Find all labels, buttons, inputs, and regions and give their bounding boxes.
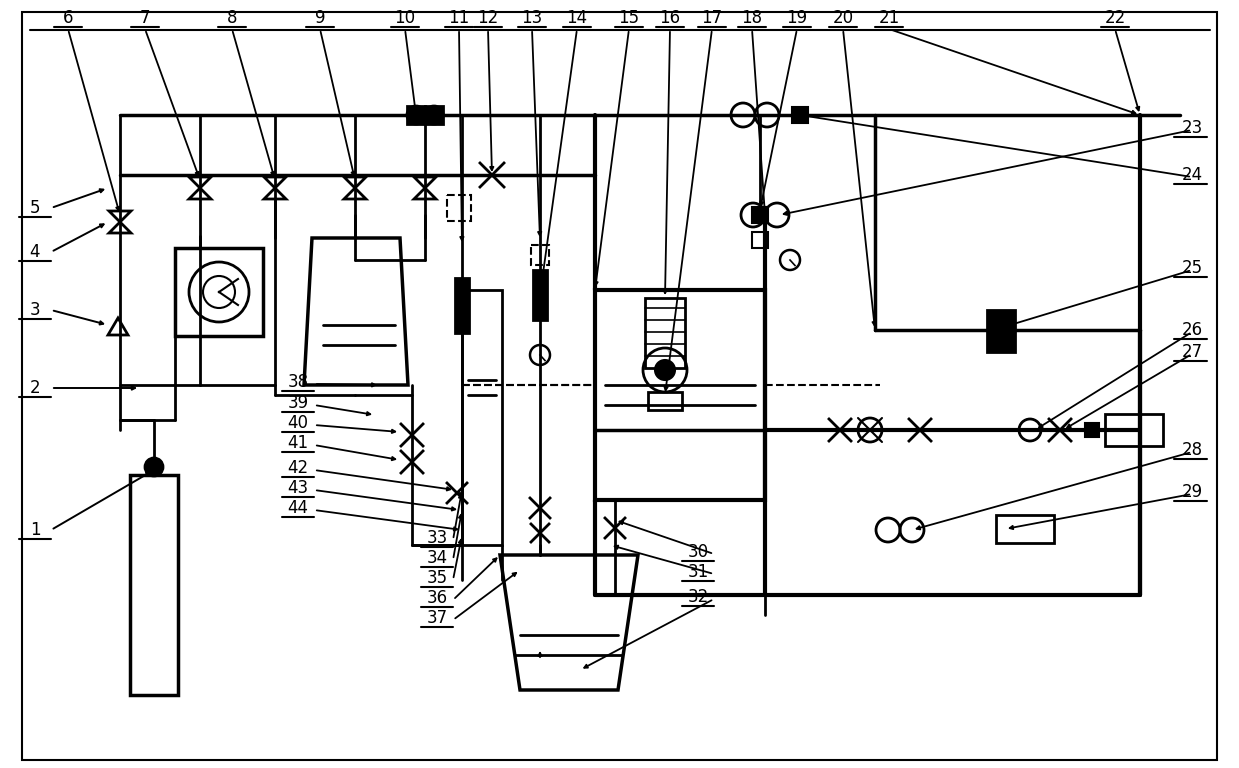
Text: 2: 2: [30, 379, 41, 397]
Text: 26: 26: [1182, 321, 1203, 339]
Text: 6: 6: [63, 9, 73, 27]
Text: 36: 36: [426, 589, 447, 607]
Text: 4: 4: [30, 243, 40, 261]
Text: 38: 38: [287, 373, 309, 391]
Bar: [595, 290, 764, 500]
Bar: [996, 515, 1054, 543]
Text: 29: 29: [1182, 483, 1203, 501]
Text: 20: 20: [833, 9, 854, 27]
Text: 22: 22: [1104, 9, 1125, 27]
Text: 37: 37: [426, 609, 447, 627]
Text: 42: 42: [287, 459, 309, 477]
Text: 8: 8: [227, 9, 237, 27]
Bar: [752, 207, 768, 223]
Text: 10: 10: [394, 9, 415, 27]
Bar: [646, 298, 685, 368]
Text: 14: 14: [566, 9, 587, 27]
Circle shape: [655, 360, 675, 380]
Bar: [175, 248, 263, 336]
Text: 31: 31: [688, 563, 709, 581]
Text: 39: 39: [287, 394, 309, 412]
Text: 3: 3: [30, 301, 41, 319]
Bar: [406, 106, 425, 124]
Bar: [1085, 423, 1099, 437]
Text: 12: 12: [477, 9, 498, 27]
Text: 34: 34: [426, 549, 447, 567]
Bar: [447, 195, 471, 221]
Text: 27: 27: [1182, 343, 1203, 361]
Text: 19: 19: [787, 9, 808, 27]
Text: 5: 5: [30, 199, 40, 217]
Text: 43: 43: [287, 479, 309, 497]
Circle shape: [145, 458, 164, 476]
Text: 16: 16: [659, 9, 680, 27]
Bar: [752, 232, 768, 248]
Text: 15: 15: [618, 9, 639, 27]
Text: 17: 17: [701, 9, 722, 27]
Text: 1: 1: [30, 521, 41, 539]
Text: 35: 35: [426, 569, 447, 587]
Text: 13: 13: [522, 9, 543, 27]
Text: 40: 40: [287, 414, 309, 432]
Bar: [462, 290, 502, 545]
Text: 7: 7: [140, 9, 150, 27]
Bar: [455, 278, 470, 333]
Text: 23: 23: [1181, 119, 1203, 137]
Bar: [792, 107, 808, 123]
Text: 25: 25: [1182, 259, 1203, 277]
Bar: [648, 392, 681, 410]
Text: 11: 11: [449, 9, 470, 27]
Bar: [425, 106, 444, 124]
Bar: [1105, 414, 1163, 446]
Bar: [533, 270, 546, 320]
Text: 28: 28: [1182, 441, 1203, 459]
Text: 21: 21: [878, 9, 900, 27]
Text: 30: 30: [688, 543, 709, 561]
Text: 32: 32: [688, 588, 709, 606]
Bar: [987, 310, 1015, 352]
Bar: [532, 245, 549, 265]
Text: 24: 24: [1182, 166, 1203, 184]
Text: 18: 18: [741, 9, 762, 27]
Text: 41: 41: [287, 434, 309, 452]
Text: 44: 44: [287, 499, 309, 517]
Text: 9: 9: [315, 9, 326, 27]
Text: 33: 33: [426, 529, 447, 547]
Bar: [130, 475, 178, 695]
